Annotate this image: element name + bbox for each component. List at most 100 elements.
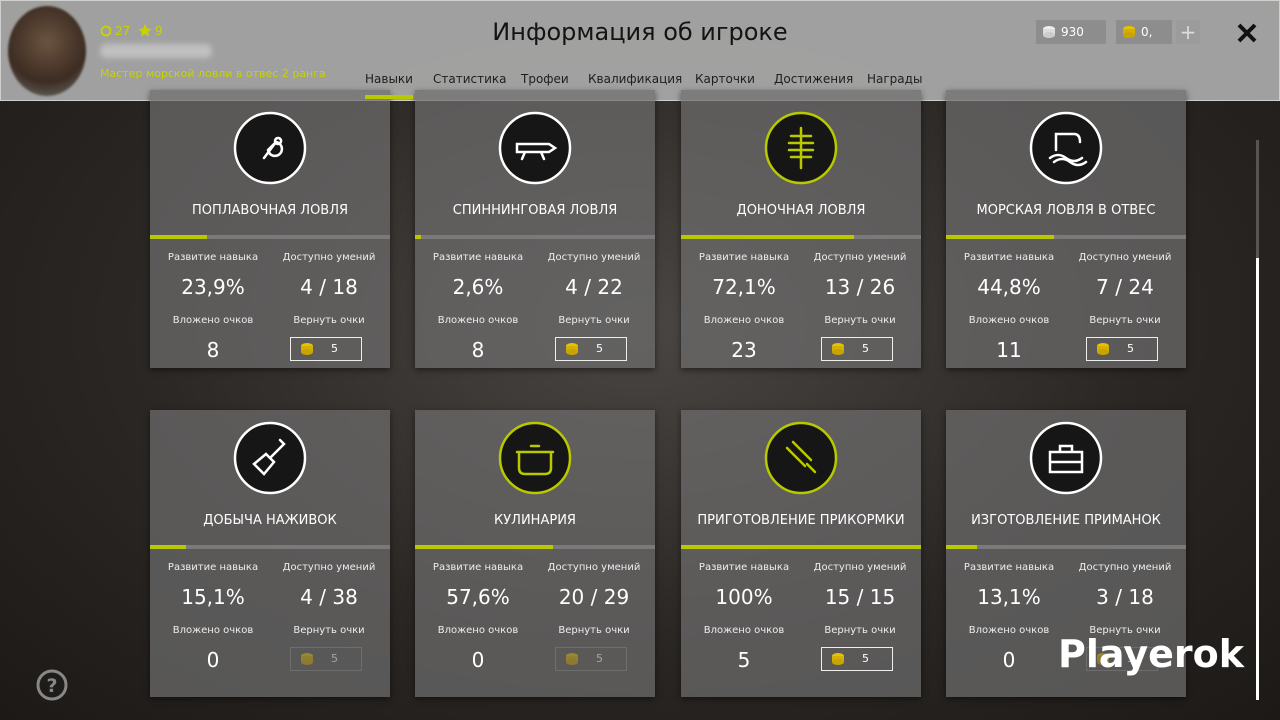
gold-icon (566, 653, 578, 665)
help-button[interactable]: ? (36, 669, 68, 701)
skill-name: ПРИГОТОВЛЕНИЕ ПРИКОРМКИ (697, 513, 905, 528)
skill-icon (233, 421, 307, 495)
skill-name: ДОНОЧНАЯ ЛОВЛЯ (736, 203, 866, 218)
refund-label: Вернуть очки (558, 625, 630, 636)
gold-icon (1097, 653, 1109, 665)
refund-label: Вернуть очки (293, 625, 365, 636)
progress-value: 2,6% (452, 275, 504, 299)
scrollbar-thumb[interactable] (1256, 258, 1259, 700)
refund-button: 5 (1086, 647, 1158, 671)
refund-button[interactable]: 5 (821, 647, 893, 671)
gold-icon (1123, 26, 1135, 38)
invested-label: Вложено очков (172, 625, 254, 636)
available-value: 7 / 24 (1096, 275, 1154, 299)
progress-track (946, 545, 1186, 549)
invested-label: Вложено очков (968, 625, 1050, 636)
progress-label: Развитие навыка (963, 252, 1055, 263)
skill-card[interactable]: ПРИГОТОВЛЕНИЕ ПРИКОРМКИ Развитие навыка До… (681, 410, 921, 697)
skill-icon (498, 421, 572, 495)
refund-label: Вернуть очки (824, 315, 896, 326)
tab[interactable]: Квалификация (588, 72, 683, 86)
refund-button: 5 (290, 647, 362, 671)
available-value: 4 / 18 (300, 275, 358, 299)
tab[interactable]: Награды (867, 72, 923, 86)
star-icon (138, 24, 152, 37)
refund-button[interactable]: 5 (555, 337, 627, 361)
tab[interactable]: Трофеи (521, 72, 569, 86)
progress-label: Развитие навыка (167, 562, 259, 573)
refund-cost: 5 (331, 652, 338, 665)
refund-label: Вернуть очки (1089, 315, 1161, 326)
refund-cost: 5 (596, 652, 603, 665)
progress-track (150, 235, 390, 239)
refund-cost: 5 (1127, 652, 1134, 665)
level-icon (100, 25, 112, 37)
available-label: Доступно умений (813, 562, 907, 573)
skill-icon (1029, 421, 1103, 495)
available-value: 4 / 38 (300, 585, 358, 609)
invested-label: Вложено очков (437, 315, 519, 326)
skill-card[interactable]: ИЗГОТОВЛЕНИЕ ПРИМАНОК Развитие навыка Дост… (946, 410, 1186, 697)
screen-title: Информация об игроке (492, 18, 788, 46)
invested-value: 11 (996, 338, 1022, 362)
silver-amount: 930 (1061, 25, 1084, 39)
skill-card[interactable]: ДОБЫЧА НАЖИВОК Развитие навыка Доступно ум… (150, 410, 390, 697)
skill-name: МОРСКАЯ ЛОВЛЯ В ОТВЕС (976, 203, 1156, 218)
add-currency-button[interactable]: + (1176, 20, 1200, 44)
active-tab-underline (365, 95, 413, 99)
gold-icon (301, 653, 313, 665)
progress-track (415, 235, 655, 239)
skill-name: ДОБЫЧА НАЖИВОК (203, 513, 337, 528)
level: 27 (115, 24, 131, 38)
refund-label: Вернуть очки (824, 625, 896, 636)
progress-value: 23,9% (181, 275, 245, 299)
invested-value: 0 (206, 648, 220, 672)
stars: 9 (155, 24, 163, 38)
rank: Мастер морской ловли в отвес 2 ранга (100, 67, 326, 80)
progress-value: 72,1% (712, 275, 776, 299)
progress-label: Развитие навыка (963, 562, 1055, 573)
progress-bar (681, 235, 855, 239)
refund-cost: 5 (596, 342, 603, 355)
invested-value: 5 (737, 648, 751, 672)
invested-label: Вложено очков (437, 625, 519, 636)
refund-button[interactable]: 5 (290, 337, 362, 361)
watermark: Playerok (1058, 632, 1245, 676)
refund-button[interactable]: 5 (821, 337, 893, 361)
skill-card[interactable]: ДОНОЧНАЯ ЛОВЛЯ Развитие навыка Доступно ум… (681, 90, 921, 368)
gold-icon (301, 343, 313, 355)
available-label: Доступно умений (282, 562, 376, 573)
progress-bar (415, 235, 422, 239)
skill-name: КУЛИНАРИЯ (494, 513, 576, 528)
invested-value: 0 (1002, 648, 1016, 672)
gold-icon (832, 343, 844, 355)
tab[interactable]: Навыки (365, 72, 413, 86)
skill-card[interactable]: МОРСКАЯ ЛОВЛЯ В ОТВЕС Развитие навыка Дост… (946, 90, 1186, 368)
invested-value: 23 (731, 338, 757, 362)
tab[interactable]: Достижения (774, 72, 854, 86)
close-button[interactable] (1236, 22, 1258, 44)
skill-card[interactable]: ПОПЛАВОЧНАЯ ЛОВЛЯ Развитие навыка Доступно… (150, 90, 390, 368)
available-value: 20 / 29 (558, 585, 630, 609)
refund-cost: 5 (331, 342, 338, 355)
available-label: Доступно умений (1078, 252, 1172, 263)
tab[interactable]: Статистика (433, 72, 507, 86)
gold-box: 0, (1116, 20, 1172, 44)
progress-track (946, 235, 1186, 239)
invested-label: Вложено очков (968, 315, 1050, 326)
skill-card[interactable]: СПИННИНГОВАЯ ЛОВЛЯ Развитие навыка Доступн… (415, 90, 655, 368)
refund-button[interactable]: 5 (1086, 337, 1158, 361)
available-label: Доступно умений (813, 252, 907, 263)
skill-card[interactable]: КУЛИНАРИЯ Развитие навыка Доступно умений 5… (415, 410, 655, 697)
player-name-blurred (100, 44, 212, 58)
invested-value: 8 (471, 338, 485, 362)
progress-label: Развитие навыка (432, 562, 524, 573)
available-value: 15 / 15 (824, 585, 896, 609)
skill-icon (1029, 111, 1103, 185)
gold-amount: 0, (1141, 25, 1153, 39)
refund-cost: 5 (1127, 342, 1134, 355)
tab[interactable]: Карточки (695, 72, 755, 86)
progress-bar (150, 545, 187, 549)
gold-icon (832, 653, 844, 665)
